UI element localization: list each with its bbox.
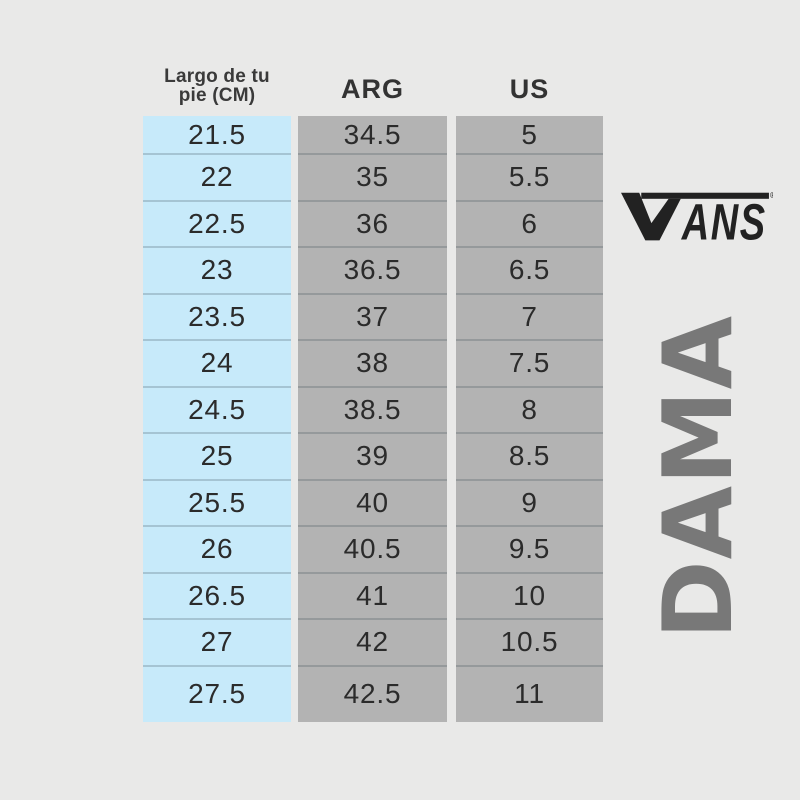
vans-logo-flying-bar-icon [641, 192, 769, 199]
table-cell-us: 5 [521, 118, 538, 150]
table-cell-us: 7 [456, 292, 603, 340]
table-cell-arg: 41 [298, 571, 447, 619]
table-cell-cm: 26 [143, 525, 291, 572]
arg-column: 34.5 35 36 36.5 37 38 38.5 39 40 40.5 41 42 42.5 [298, 116, 447, 722]
table-cell-cm: 26.5 [143, 571, 291, 619]
header-foot-length: Largo de tu pie (CM) [143, 67, 291, 105]
table-cell-arg: 40.5 [298, 525, 447, 572]
header-foot-length-line2: pie (CM) [178, 85, 256, 106]
us-column: 5 5.5 6 6.5 7 7.5 8 8.5 9 9.5 10 10.5 11 [456, 116, 603, 722]
table-cell-arg: 37 [298, 292, 447, 340]
table-cell-cm: 24 [143, 339, 291, 386]
vans-logo: ANS ® [621, 190, 773, 242]
header-foot-length-line1: Largo de tu [164, 66, 270, 87]
table-cell-cm: 21.5 [188, 118, 246, 150]
header-us: US [509, 74, 550, 104]
table-cell-cm: 27.5 [143, 664, 291, 722]
table-cell-cm: 25 [143, 432, 291, 479]
category-label-dama: DAMA [644, 314, 754, 640]
table-cell-us: 10.5 [456, 618, 603, 665]
table-cell-cm: 23 [143, 246, 291, 293]
table-cell-cm: 22 [143, 153, 291, 200]
vans-logo-letters: ANS [681, 194, 767, 242]
table-cell-us: 10 [456, 571, 603, 619]
table-cell-arg: 42.5 [298, 664, 447, 722]
table-cell-arg: 38 [298, 339, 447, 386]
cm-column: 21.5 22 22.5 23 23.5 24 24.5 25 25.5 26 26.5 27 27.5 [143, 116, 291, 722]
table-cell-us: 8 [456, 385, 603, 433]
table-cell-us: 6 [456, 199, 603, 247]
table-cell-cm: 27 [143, 618, 291, 665]
table-cell-cm: 24.5 [143, 385, 291, 433]
table-cell-cm: 25.5 [143, 478, 291, 526]
table-cell-us: 6.5 [456, 246, 603, 293]
table-cell-us: 9.5 [456, 525, 603, 572]
table-cell-arg: 42 [298, 618, 447, 665]
table-cell-arg: 36 [298, 199, 447, 247]
table-cell-us: 5.5 [456, 153, 603, 200]
table-cell-arg: 36.5 [298, 246, 447, 293]
table-cell-us: 11 [456, 664, 603, 722]
vans-logo-v-icon [621, 192, 681, 241]
table-cell-arg: 40 [298, 478, 447, 526]
table-cell-cm: 22.5 [143, 199, 291, 247]
header-arg: ARG [341, 74, 404, 104]
table-cell-arg: 35 [298, 153, 447, 200]
table-cell-arg: 34.5 [343, 118, 402, 150]
registered-trademark-icon: ® [769, 190, 773, 200]
table-cell-cm: 23.5 [143, 292, 291, 340]
table-cell-us: 9 [456, 478, 603, 526]
table-cell-us: 8.5 [456, 432, 603, 479]
table-cell-arg: 38.5 [298, 385, 447, 433]
table-cell-arg: 39 [298, 432, 447, 479]
table-cell-us: 7.5 [456, 339, 603, 386]
